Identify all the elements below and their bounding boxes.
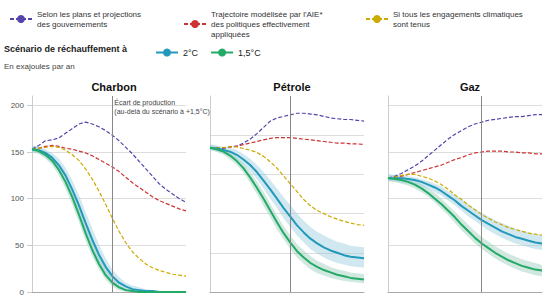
svg-text:150: 150 — [11, 148, 25, 157]
svg-text:50: 50 — [15, 241, 24, 250]
svg-text:200: 200 — [11, 101, 25, 110]
svg-text:des politiques effectivement: des politiques effectivement — [211, 20, 310, 29]
svg-text:Trajectoire modélisée par l'AI: Trajectoire modélisée par l'AIE* — [211, 10, 323, 19]
svg-text:Pétrole: Pétrole — [273, 81, 310, 93]
svg-text:appliquées: appliquées — [211, 30, 250, 39]
svg-text:2°C: 2°C — [183, 48, 199, 58]
svg-text:Selon les plans et projections: Selon les plans et projections — [37, 10, 141, 19]
svg-text:Si tous les engagements climat: Si tous les engagements climatiques — [393, 10, 523, 19]
svg-text:(au-delà du scénario à +1,5°C): (au-delà du scénario à +1,5°C) — [114, 108, 210, 116]
svg-text:100: 100 — [11, 194, 25, 203]
svg-text:des gouvernements: des gouvernements — [37, 20, 107, 29]
svg-text:En exajoules par an: En exajoules par an — [4, 62, 75, 71]
svg-text:Scénario de réchauffement à: Scénario de réchauffement à — [4, 44, 128, 54]
svg-text:1,5°C: 1,5°C — [238, 48, 261, 58]
svg-text:Gaz: Gaz — [460, 81, 481, 93]
svg-text:Écart de production: Écart de production — [114, 98, 175, 107]
svg-text:Charbon: Charbon — [91, 81, 137, 93]
svg-text:sont tenus: sont tenus — [393, 20, 430, 29]
svg-text:0: 0 — [20, 288, 25, 297]
